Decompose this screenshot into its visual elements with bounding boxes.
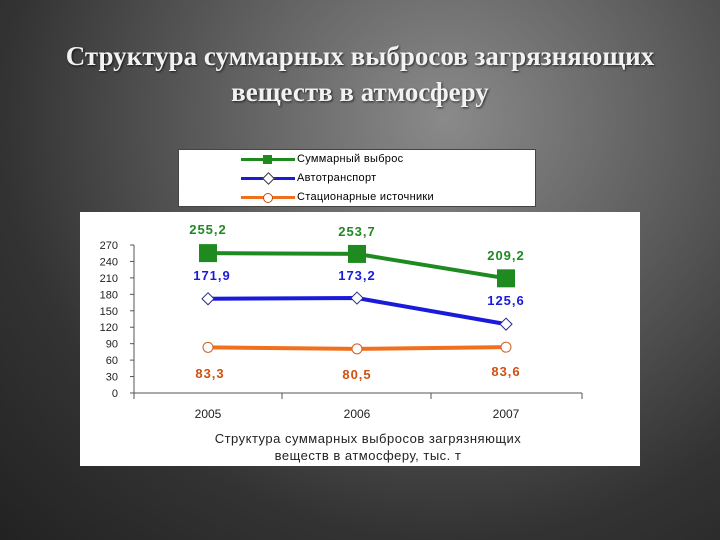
- y-tick-label: 210: [100, 273, 118, 285]
- data-label: 171,9: [193, 268, 231, 283]
- data-label: 83,6: [491, 364, 520, 379]
- data-label: 125,6: [487, 293, 525, 308]
- legend-marker-circle-icon: [263, 193, 273, 203]
- x-tick-label: 2005: [195, 407, 222, 421]
- legend-item-transport: Автотранспорт: [179, 169, 535, 187]
- marker-circle: [202, 341, 214, 353]
- legend-label-stationary: Стационарные источники: [297, 191, 434, 203]
- data-label: 173,2: [338, 268, 376, 283]
- x-tick-label: 2006: [344, 407, 371, 421]
- data-label: 209,2: [487, 248, 525, 263]
- legend-marker-square-icon: [263, 155, 272, 164]
- y-tick-label: 0: [112, 388, 118, 400]
- marker-circle: [500, 341, 512, 353]
- chart-title-line2: веществ в атмосферу, тыс. т: [275, 448, 462, 463]
- slide-title-line1: Структура суммарных выбросов загрязняющи…: [65, 41, 655, 71]
- marker-diamond: [350, 291, 364, 305]
- y-tick-label: 240: [100, 256, 118, 268]
- marker-square: [199, 244, 217, 263]
- marker-diamond: [201, 292, 215, 306]
- y-tick-label: 30: [106, 372, 118, 384]
- y-tick-label: 120: [100, 322, 118, 334]
- data-label: 80,5: [342, 367, 371, 382]
- legend-label-transport: Автотранспорт: [297, 172, 377, 184]
- data-label: 253,7: [338, 224, 376, 239]
- chart-title-line1: Структура суммарных выбросов загрязняющи…: [215, 431, 522, 446]
- data-label: 255,2: [189, 222, 227, 237]
- slide-title: Структура суммарных выбросов загрязняющи…: [20, 38, 700, 110]
- legend-item-stationary: Стационарные источники: [179, 188, 535, 206]
- legend-item-total: Суммарный выброс: [179, 150, 535, 168]
- marker-square: [497, 269, 515, 288]
- marker-diamond: [499, 317, 513, 331]
- y-tick-label: 180: [100, 289, 118, 301]
- y-tick-label: 270: [100, 240, 118, 252]
- chart-legend: Суммарный выброс Автотранспорт Стационар…: [178, 149, 536, 207]
- y-tick-label: 60: [106, 355, 118, 367]
- marker-square: [348, 244, 366, 263]
- y-tick-label: 150: [100, 306, 118, 318]
- y-tick-label: 90: [106, 339, 118, 351]
- x-tick-label: 2007: [493, 407, 520, 421]
- legend-marker-diamond-icon: [262, 172, 275, 185]
- data-label: 83,3: [195, 366, 224, 381]
- legend-label-total: Суммарный выброс: [297, 153, 404, 165]
- slide-title-line2: веществ в атмосферу: [231, 77, 489, 107]
- marker-circle: [351, 343, 363, 355]
